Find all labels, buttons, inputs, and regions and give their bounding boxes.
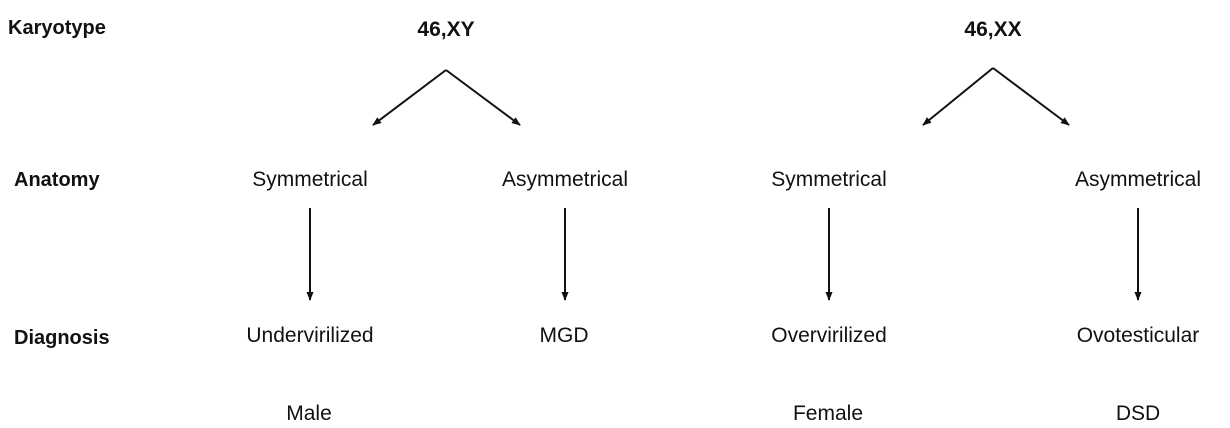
anatomy-xx-asymmetrical: Asymmetrical [1074,168,1202,191]
diagnosis-overvirilized: Overvirilized [771,324,887,347]
arrow-xy-to-asymmetrical [445,69,521,126]
anatomy-xx-symmetrical: Symmetrical [771,168,887,191]
arrow-xx-to-asymmetrical [992,67,1070,126]
row-label-karyotype: Karyotype [8,17,106,39]
diagnosis-undervirilized: Undervirilized [246,324,374,347]
row-label-diagnosis: Diagnosis [14,327,110,349]
diagnosis-dsd-line: DSD [1115,402,1161,425]
diagnosis-mgd: MGD [539,324,589,347]
diagnosis-male-line: Male [286,402,332,425]
arrow-xy-to-symmetrical [372,69,447,126]
diagnosis-ovotesticular: Ovotesticular [1076,324,1200,347]
karyotype-46xy: 46,XY [417,18,475,41]
diagnosis-female-line: Female [792,402,864,425]
row-label-anatomy: Anatomy [14,169,100,191]
anatomy-xy-symmetrical: Symmetrical [252,168,368,191]
karyotype-46xx: 46,XX [964,18,1022,41]
anatomy-xy-asymmetrical: Asymmetrical [501,168,629,191]
arrow-xx-to-symmetrical [922,67,994,126]
